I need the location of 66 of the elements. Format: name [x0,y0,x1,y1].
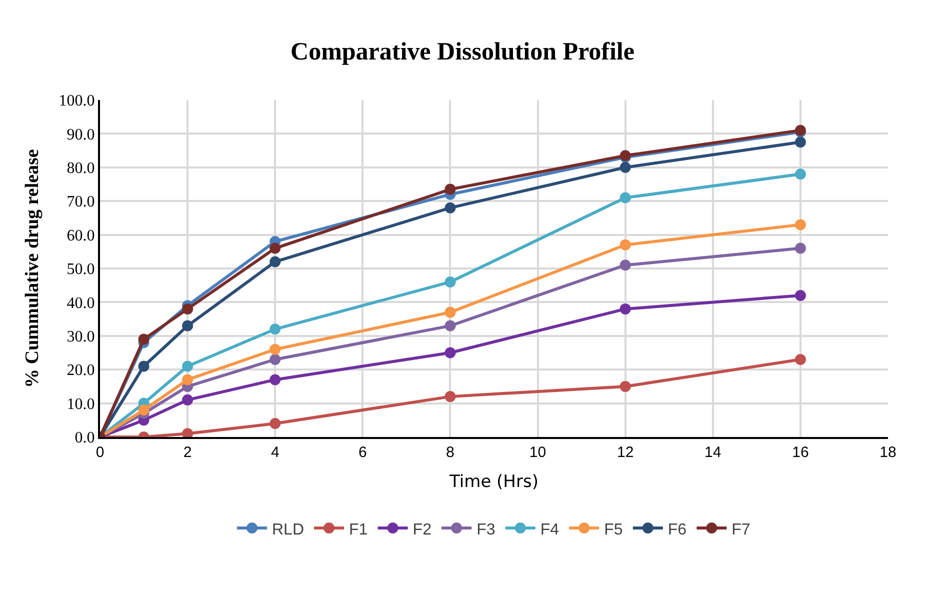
y-tick-label: 20.0 [66,362,95,380]
point [182,374,194,386]
point [270,374,281,386]
x-tick-label: 16 [792,444,809,461]
x-tick-label: 18 [880,444,896,461]
point [620,192,631,204]
point [794,354,806,365]
point [794,219,806,230]
x-tick-label: 2 [183,444,192,461]
point [270,324,281,335]
point [620,380,631,392]
point [182,394,194,406]
chart-title: Comparative Dissolution Profile [290,38,634,66]
point [138,334,150,345]
legend-label: F5 [604,521,623,538]
point [794,136,806,148]
x-tick-label: 8 [446,444,454,461]
x-tick-label: 10 [529,444,546,461]
legend-label: F3 [476,521,496,538]
point [270,418,281,430]
point [444,202,456,214]
x-tick-label: 6 [358,444,367,461]
x-axis-title: Time (Hrs) [448,472,538,492]
point [444,276,456,288]
y-tick-label: 0.0 [74,430,95,447]
point [270,242,281,254]
legend-label: F7 [732,521,750,538]
x-tick-label: 0 [96,444,104,461]
point [444,320,456,332]
point [138,360,150,372]
point [794,290,806,301]
point [444,306,456,318]
point [138,404,150,416]
legend-label: F2 [412,521,432,538]
y-tick-label: 50.0 [66,261,95,278]
point [270,354,281,365]
point [270,344,281,355]
x-tick-label: 12 [616,444,634,461]
legend-label: RLD [272,521,304,538]
point [794,242,806,254]
y-tick-label: 80.0 [66,160,95,177]
point [270,256,281,268]
x-tick-label: 14 [704,444,722,461]
point [620,239,631,250]
legend-label: F1 [349,521,368,538]
point [620,260,631,271]
point [620,162,631,173]
y-tick-label: 70.0 [66,194,95,211]
point [620,303,631,314]
y-tick-label: 90.0 [66,126,95,144]
point [794,168,806,180]
point [182,360,194,372]
point [182,320,194,332]
point [182,303,194,314]
y-tick-label: 60.0 [66,227,95,244]
x-tick-label: 4 [270,444,280,461]
y-axis-title: % Cummulative drug release [22,149,44,388]
y-tick-label: 100.0 [58,92,95,110]
y-tick-label: 10.0 [66,396,95,413]
legend-label: F4 [540,521,560,538]
point [444,391,456,402]
y-tick-label: 40.0 [66,294,95,312]
legend-label: F6 [668,521,687,538]
point [444,184,456,195]
point [444,347,456,358]
y-tick-label: 30.0 [66,328,95,346]
